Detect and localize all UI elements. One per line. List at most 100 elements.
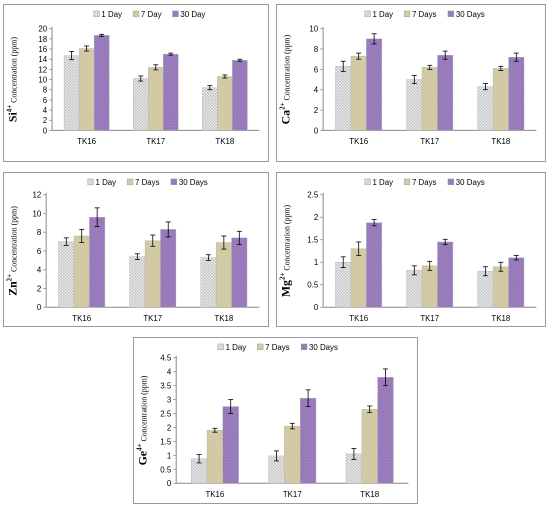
bar bbox=[421, 265, 438, 308]
y-tick-label: 4.5 bbox=[160, 354, 172, 363]
y-tick-label: 8 bbox=[314, 45, 319, 54]
chart-panel-zn: 0 2 4 6 8 10 12 Zn2+ Concentration (ppm) TK16 TK1… bbox=[3, 172, 269, 327]
legend-label: 30 Days bbox=[309, 343, 338, 352]
legend-swatch bbox=[403, 178, 411, 186]
y-tick-label: 0 bbox=[167, 479, 172, 488]
bar bbox=[300, 397, 317, 484]
y-tick-label: 16 bbox=[38, 45, 47, 54]
bar bbox=[437, 241, 454, 308]
y-tick-label: 1 bbox=[314, 258, 318, 267]
legend-label: 1 Day bbox=[226, 343, 247, 352]
legend-label: 7 Days bbox=[265, 343, 290, 352]
bar bbox=[406, 270, 423, 308]
bar bbox=[406, 79, 423, 131]
y-tick-label: 4 bbox=[37, 266, 42, 275]
bar bbox=[217, 76, 233, 131]
chart-panel-si: 0 2 4 6 8 10 12 14 16 18 20 Si4+ Concentration (ppm… bbox=[3, 4, 269, 162]
bar bbox=[361, 409, 378, 484]
y-tick-label: 0 bbox=[314, 126, 319, 135]
bar bbox=[133, 78, 149, 131]
y-tick-label: 18 bbox=[38, 35, 47, 44]
bar bbox=[284, 425, 301, 484]
bar bbox=[200, 257, 217, 308]
y-tick-label: 4 bbox=[43, 106, 48, 115]
category-label: TK18 bbox=[491, 137, 510, 146]
legend-swatch bbox=[217, 343, 224, 351]
y-tick-label: 10 bbox=[32, 209, 41, 218]
y-tick-label: 8 bbox=[43, 86, 48, 95]
chart-panel-ge: 0 0.5 1 1.5 2 2.5 3 3.5 4 4.5 Ge4+ Concentration (… bbox=[133, 337, 418, 504]
category-label: TK18 bbox=[214, 314, 233, 323]
bar bbox=[335, 66, 352, 131]
y-tick-label: 1 bbox=[167, 451, 171, 460]
legend-label: 7 Days bbox=[412, 10, 437, 19]
y-axis-label-element: Ge bbox=[136, 451, 150, 465]
category-label: TK17 bbox=[420, 314, 439, 323]
bar bbox=[89, 217, 106, 308]
legend-label: 30 Days bbox=[179, 178, 208, 187]
bar bbox=[335, 262, 352, 308]
chart-ge-svg: 0 0.5 1 1.5 2 2.5 3 3.5 4 4.5 Ge4+ Concentration (… bbox=[136, 343, 409, 499]
category-label: TK17 bbox=[146, 137, 165, 146]
y-axis-label-charge: 4+ bbox=[7, 105, 14, 112]
legend-swatch bbox=[364, 10, 371, 18]
bar bbox=[437, 54, 454, 131]
category-label: TK17 bbox=[143, 314, 162, 323]
category-label: TK16 bbox=[72, 314, 91, 323]
y-axis-label: Zn2+ Concentration (ppm) bbox=[6, 206, 20, 296]
y-axis-label-text: Concentration (ppm) bbox=[283, 204, 292, 272]
y-tick-label: 14 bbox=[38, 55, 47, 64]
bar bbox=[508, 56, 525, 131]
chart-panel-ca: 0 2 4 6 8 10 Ca2+ Concentration (ppm) TK16 TK17 T… bbox=[276, 4, 546, 162]
legend-label: 7 Days bbox=[135, 178, 160, 187]
y-tick-label: 10 bbox=[38, 76, 47, 85]
bar bbox=[163, 53, 179, 131]
bar bbox=[508, 257, 525, 308]
legend-label: 30 Day bbox=[180, 10, 205, 19]
bar bbox=[144, 240, 161, 308]
y-axis-label-element: Ca bbox=[279, 110, 293, 125]
legend-swatch bbox=[172, 10, 179, 18]
y-tick-label: 6 bbox=[37, 247, 42, 256]
legend-label: 1 Day bbox=[96, 178, 117, 187]
legend-label: 30 Days bbox=[456, 10, 485, 19]
y-tick-label: 0.5 bbox=[307, 281, 319, 290]
category-label: TK17 bbox=[420, 137, 439, 146]
legend-swatch bbox=[300, 343, 308, 351]
y-tick-label: 6 bbox=[314, 65, 319, 74]
y-axis-label-text: Concentration (ppm) bbox=[10, 37, 19, 105]
bar bbox=[206, 430, 224, 484]
category-label: TK18 bbox=[215, 137, 234, 146]
y-axis-label-element: Si bbox=[6, 111, 20, 122]
y-tick-label: 1.5 bbox=[160, 437, 172, 446]
y-tick-label: 2 bbox=[314, 213, 318, 222]
legend-label: 1 Day bbox=[373, 178, 394, 187]
bar bbox=[58, 241, 75, 308]
bar bbox=[477, 86, 494, 131]
legend-label: 1 Day bbox=[372, 10, 393, 19]
y-tick-label: 4 bbox=[314, 86, 319, 95]
legend-swatch bbox=[447, 10, 455, 18]
y-tick-label: 0 bbox=[43, 126, 48, 135]
bar bbox=[366, 222, 383, 308]
bar bbox=[202, 87, 218, 131]
bar bbox=[492, 68, 509, 131]
y-tick-label: 12 bbox=[38, 65, 47, 74]
bar bbox=[63, 55, 80, 131]
bar bbox=[492, 266, 509, 308]
legend-label: 7 Days bbox=[412, 178, 437, 187]
y-tick-label: 2 bbox=[43, 116, 47, 125]
legend-label: 30 Days bbox=[456, 178, 485, 187]
category-label: TK16 bbox=[349, 314, 368, 323]
y-axis-label-charge: 2+ bbox=[7, 274, 14, 281]
y-tick-label: 3.5 bbox=[160, 382, 172, 391]
bar bbox=[93, 35, 110, 131]
y-tick-label: 1.5 bbox=[307, 236, 319, 245]
y-axis-label-charge: 2+ bbox=[280, 273, 287, 280]
legend-swatch bbox=[87, 178, 94, 186]
category-label: TK16 bbox=[349, 137, 368, 146]
y-tick-label: 2 bbox=[314, 106, 318, 115]
legend-label: 1 Day bbox=[101, 10, 122, 19]
bar bbox=[215, 242, 232, 308]
bar bbox=[73, 235, 90, 308]
